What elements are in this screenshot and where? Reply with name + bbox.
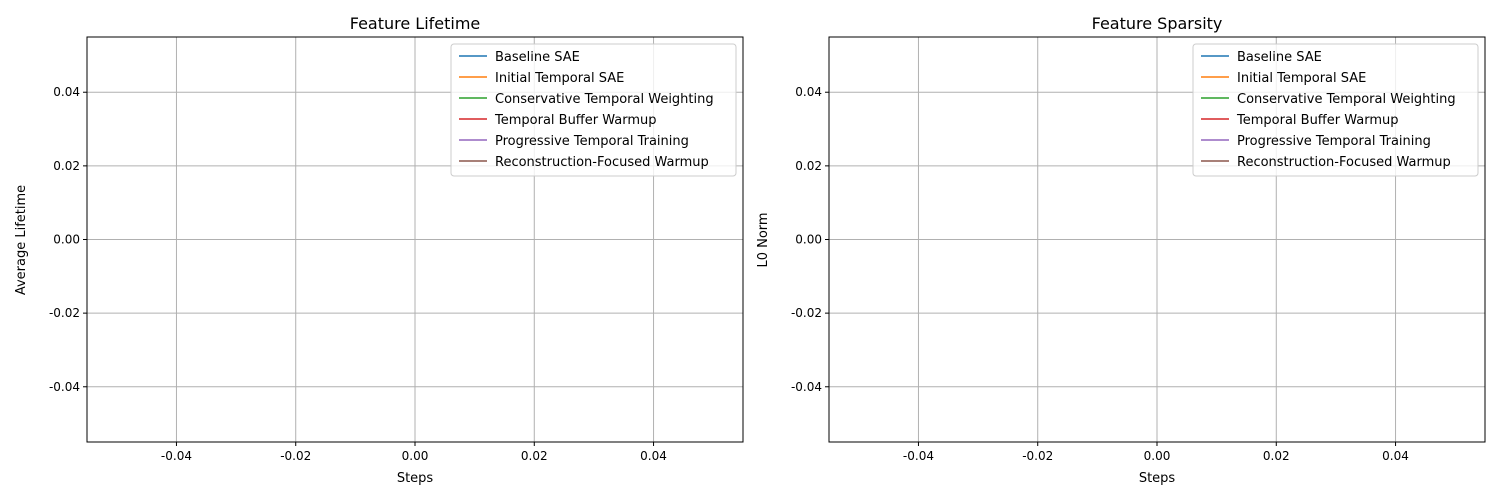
y-tick-label: -0.04	[49, 380, 80, 394]
legend-label: Conservative Temporal Weighting	[1237, 92, 1456, 107]
x-axis-label: Steps	[397, 471, 434, 486]
y-tick-label: -0.02	[791, 306, 822, 320]
x-tick-label: 0.04	[1382, 449, 1409, 463]
legend-label: Initial Temporal SAE	[495, 71, 624, 86]
legend-box	[1192, 43, 1479, 177]
x-ticks: -0.04 -0.02 0.00 0.02 0.04	[161, 442, 667, 463]
x-tick-label: 0.02	[521, 449, 548, 463]
x-axis-label: Steps	[1139, 471, 1176, 486]
legend-label: Baseline SAE	[495, 50, 580, 65]
y-ticks: -0.04 -0.02 0.00 0.02 0.04	[49, 85, 87, 394]
y-axis-label: Average Lifetime	[14, 185, 29, 295]
y-ticks: -0.04 -0.02 0.00 0.02 0.04	[791, 85, 829, 394]
x-tick-label: 0.04	[640, 449, 667, 463]
y-tick-label: 0.04	[53, 85, 80, 99]
x-ticks: -0.04 -0.02 0.00 0.02 0.04	[903, 442, 1409, 463]
legend-label: Progressive Temporal Training	[495, 134, 689, 149]
legend-label: Temporal Buffer Warmup	[494, 113, 657, 128]
x-tick-label: -0.02	[1022, 449, 1053, 463]
chart-feature-sparsity: Feature Sparsity Steps L0 Norm -0.04 -0.0…	[756, 14, 1486, 486]
legend-label: Reconstruction-Focused Warmup	[1237, 155, 1451, 170]
legend-label: Progressive Temporal Training	[1237, 134, 1431, 149]
y-tick-label: 0.02	[795, 159, 822, 173]
chart-feature-lifetime: Feature Lifetime Steps Average Lifetime …	[14, 14, 744, 486]
legend-label: Reconstruction-Focused Warmup	[495, 155, 709, 170]
x-tick-label: 0.00	[1144, 449, 1171, 463]
y-tick-label: -0.02	[49, 306, 80, 320]
legend-label: Temporal Buffer Warmup	[1236, 113, 1399, 128]
x-tick-label: -0.02	[280, 449, 311, 463]
grid	[829, 37, 1485, 442]
x-tick-label: 0.02	[1263, 449, 1290, 463]
legend-label: Initial Temporal SAE	[1237, 71, 1366, 86]
y-tick-label: 0.04	[795, 85, 822, 99]
y-tick-label: 0.00	[795, 233, 822, 247]
y-tick-label: 0.00	[53, 233, 80, 247]
legend-box	[450, 43, 737, 177]
y-tick-label: -0.04	[791, 380, 822, 394]
x-tick-label: 0.00	[402, 449, 429, 463]
chart-title: Feature Lifetime	[350, 14, 481, 33]
chart-title: Feature Sparsity	[1092, 14, 1223, 33]
x-tick-label: -0.04	[903, 449, 934, 463]
y-tick-label: 0.02	[53, 159, 80, 173]
legend-label: Conservative Temporal Weighting	[495, 92, 714, 107]
x-tick-label: -0.04	[161, 449, 192, 463]
y-axis-label: L0 Norm	[756, 212, 771, 267]
legend: Baseline SAE Initial Temporal SAE Conserva…	[1192, 43, 1479, 177]
legend-label: Baseline SAE	[1237, 50, 1322, 65]
legend: Baseline SAE Initial Temporal SAE Conserva…	[450, 43, 737, 177]
